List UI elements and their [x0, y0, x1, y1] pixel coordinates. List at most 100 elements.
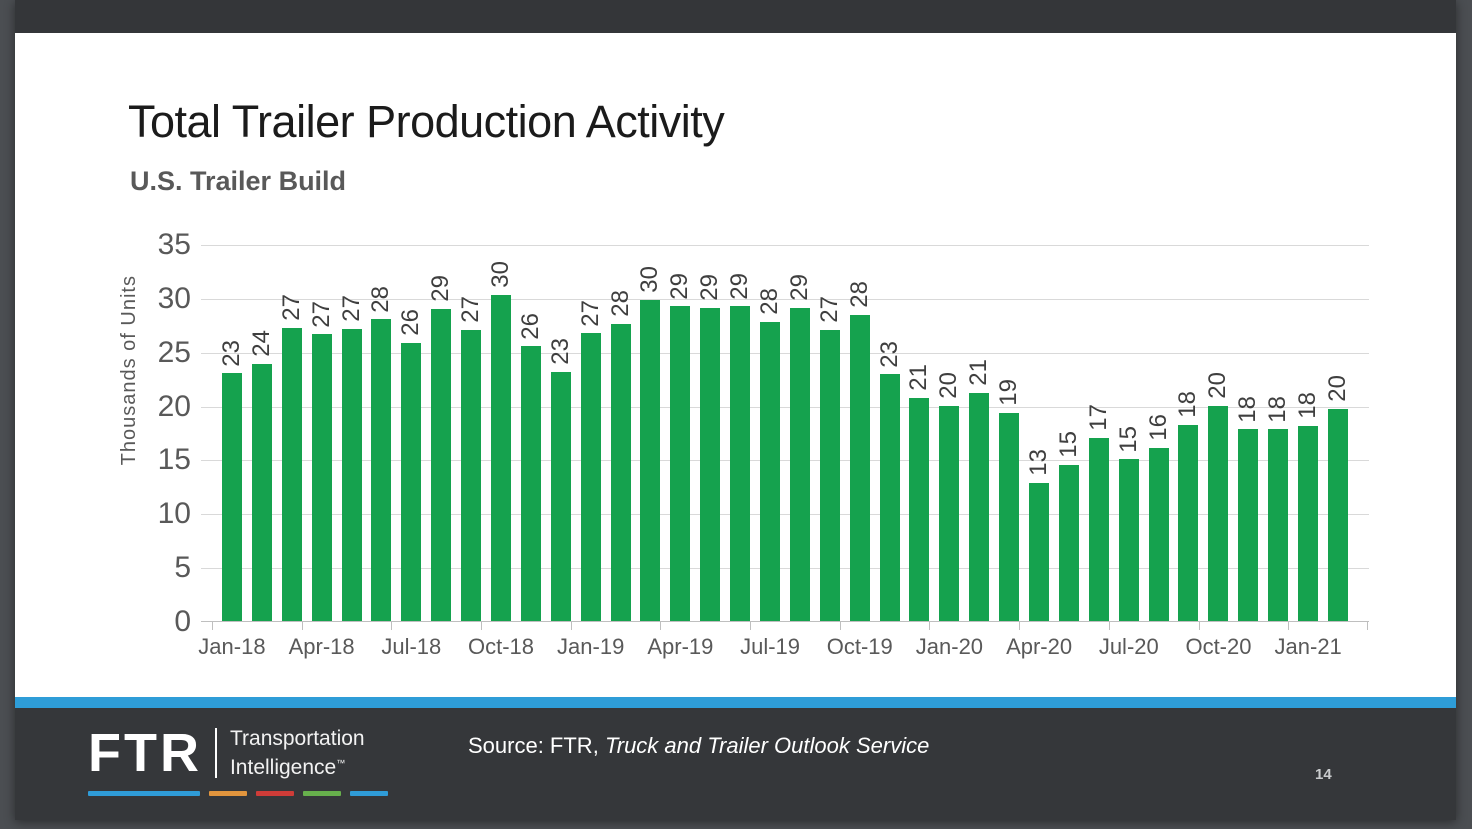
y-tick-label: 15 [157, 443, 191, 477]
tagline-line1: Transportation [229, 727, 365, 750]
bar [670, 306, 691, 621]
bar-value-label: 21 [965, 358, 993, 386]
bar [311, 334, 332, 621]
bar-slot-Jan-20: 20 [934, 245, 964, 621]
bar-slot-Dec-18: 23 [546, 245, 576, 621]
bar-slot-Mar-18: 27 [277, 245, 307, 621]
x-tick-mark [570, 621, 572, 630]
bar-value-label: 27 [576, 299, 604, 327]
y-tick-label: 20 [157, 389, 191, 423]
bar [431, 308, 452, 621]
bar [1028, 483, 1049, 621]
bar [909, 398, 930, 621]
bar [550, 372, 571, 621]
logo-tagline: Transportation Intelligence™ [230, 726, 365, 780]
bar-slot-Jan-18: 23 [217, 245, 247, 621]
bar [969, 392, 990, 621]
ftr-logo-text: FTR [88, 723, 202, 783]
bar [1268, 429, 1289, 621]
bar-slot-Jul-19: 28 [755, 245, 785, 621]
bar-value-label: 29 [696, 273, 724, 301]
y-tick-label: 35 [157, 228, 191, 261]
bar-value-label: 15 [1054, 431, 1082, 458]
bar [1208, 405, 1229, 621]
bar [1058, 464, 1079, 621]
bar-slot-Oct-19: 28 [845, 245, 875, 621]
logo-dash [350, 791, 388, 796]
bar-slot-Feb-21: 20 [1323, 245, 1353, 621]
x-tick-mark [750, 621, 752, 630]
bar-value-label: 18 [1264, 395, 1292, 423]
bar [251, 363, 272, 621]
bar-value-label: 23 [217, 339, 245, 367]
gridline [201, 460, 1369, 462]
y-tick-label: 25 [157, 335, 191, 369]
trademark-symbol: ™ [336, 758, 346, 768]
x-tick-label: Oct-20 [1185, 634, 1252, 659]
x-tick-mark [1198, 621, 1200, 630]
bar-slot-Jul-20: 15 [1114, 245, 1144, 621]
x-tick-mark [839, 621, 841, 630]
chart-title: U.S. Trailer Build [130, 166, 347, 196]
bar-slot-May-20: 15 [1054, 245, 1084, 621]
bar-slot-Aug-18: 29 [426, 245, 456, 621]
bar-value-label: 20 [935, 371, 963, 399]
bar [221, 373, 242, 621]
bar [1238, 429, 1259, 621]
x-tick-mark [212, 621, 213, 630]
bar-value-label: 27 [457, 296, 485, 324]
bar [879, 374, 900, 621]
y-tick-label: 30 [157, 281, 191, 315]
x-tick-mark [1108, 621, 1110, 630]
bar-value-label: 27 [277, 294, 305, 322]
y-tick-label: 0 [174, 605, 191, 638]
x-tick-label: Apr-20 [1006, 634, 1073, 659]
bar-value-label: 18 [1234, 395, 1262, 423]
bar [700, 307, 721, 621]
bar [939, 405, 960, 621]
bar-slot-Jun-20: 17 [1084, 245, 1114, 621]
page-number: 14 [1315, 766, 1332, 783]
logo-dash [256, 791, 294, 796]
slide-top-bar [15, 0, 1456, 33]
x-tick-mark [660, 621, 662, 630]
gridline [201, 568, 1369, 570]
x-tick-label: Jan-18 [198, 634, 266, 659]
x-tick-label: Apr-19 [647, 634, 714, 659]
logo-color-dashes [88, 791, 388, 796]
bar [999, 413, 1020, 621]
bar-slot-Aug-20: 16 [1144, 245, 1174, 621]
bar-value-label: 28 [606, 290, 634, 317]
bar-slot-Oct-20: 20 [1203, 245, 1233, 621]
bar [520, 346, 541, 621]
plot-area: 23 24 27 27 27 28 26 29 27 30 26 23 27 28 30 29 29 29 28 29… [201, 245, 1369, 630]
x-tick-mark [391, 621, 393, 630]
x-tick-mark [1019, 621, 1021, 630]
bar [819, 330, 840, 621]
bar-value-label: 16 [1144, 413, 1172, 441]
tagline-line2: Intelligence [229, 756, 337, 779]
bar-slot-Mar-19: 30 [635, 245, 665, 621]
bar-slot-May-18: 27 [337, 245, 367, 621]
bar-slot-Feb-18: 24 [247, 245, 277, 621]
bar-slot-Feb-20: 21 [964, 245, 994, 621]
gridline [201, 514, 1369, 516]
bar-value-label: 17 [1084, 404, 1112, 431]
x-tick-mark [1288, 621, 1290, 630]
bar [789, 307, 810, 621]
x-tick-label: Jan-19 [557, 634, 625, 659]
bar-value-label: 26 [397, 309, 425, 337]
bar [281, 328, 302, 621]
gridline [201, 352, 1369, 354]
bar-value-label: 27 [815, 296, 843, 324]
source-text: Source: FTR, Truck and Trailer Outlook S… [468, 733, 929, 759]
x-tick-mark [929, 621, 931, 630]
bar [1118, 459, 1139, 621]
bar [1327, 408, 1348, 621]
bar-slot-Apr-18: 27 [307, 245, 337, 621]
bar [401, 343, 422, 621]
bar-value-label: 30 [636, 266, 664, 294]
bar [849, 315, 870, 621]
bar-slot-Jun-18: 28 [366, 245, 396, 621]
x-tick-label: Oct-18 [467, 634, 535, 659]
